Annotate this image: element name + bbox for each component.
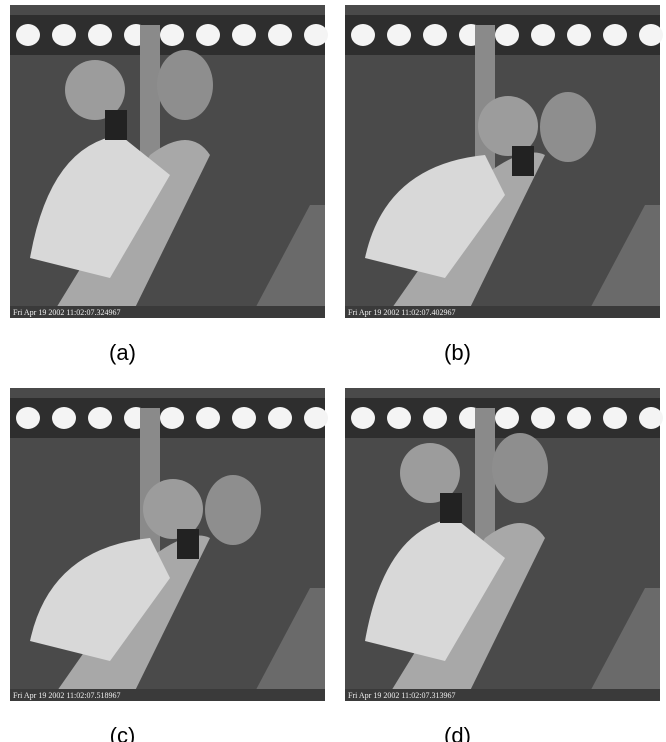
light <box>351 24 375 46</box>
light <box>639 407 663 429</box>
timestamp: Fri Apr 19 2002 11:02:07.313967 <box>348 691 455 700</box>
headrest <box>157 50 213 120</box>
light <box>52 24 76 46</box>
light <box>387 407 411 429</box>
light <box>52 407 76 429</box>
panel-label: (d) <box>444 723 471 742</box>
light <box>88 407 112 429</box>
timestamp: Fri Apr 19 2002 11:02:07.518967 <box>13 691 120 700</box>
light <box>160 24 184 46</box>
timestamp: Fri Apr 19 2002 11:02:07.324967 <box>13 308 120 317</box>
neck <box>177 529 199 559</box>
light <box>495 24 519 46</box>
panel-label: (a) <box>109 340 136 365</box>
light <box>531 407 555 429</box>
headrest <box>492 433 548 503</box>
timestamp: Fri Apr 19 2002 11:02:07.402967 <box>348 308 455 317</box>
panel-label: (c) <box>110 723 136 742</box>
light <box>196 407 220 429</box>
light <box>567 24 591 46</box>
light <box>304 24 328 46</box>
light <box>268 24 292 46</box>
photo: Fri Apr 19 2002 11:02:07.324967 <box>10 5 328 318</box>
light <box>495 407 519 429</box>
light <box>531 24 555 46</box>
light <box>268 407 292 429</box>
light <box>639 24 663 46</box>
light <box>160 407 184 429</box>
neck <box>440 493 462 523</box>
light <box>351 407 375 429</box>
headrest <box>540 92 596 162</box>
panel-label: (b) <box>444 340 471 365</box>
light <box>16 24 40 46</box>
light <box>387 24 411 46</box>
light <box>232 24 256 46</box>
light <box>304 407 328 429</box>
light <box>88 24 112 46</box>
light <box>603 407 627 429</box>
figure: Fri Apr 19 2002 11:02:07.324967 (a) Fri Ap… <box>0 0 666 742</box>
light <box>232 407 256 429</box>
light <box>603 24 627 46</box>
light <box>423 24 447 46</box>
neck <box>512 146 534 176</box>
neck <box>105 110 127 140</box>
light <box>196 24 220 46</box>
photo: Fri Apr 19 2002 11:02:07.313967 <box>345 388 663 701</box>
photo: Fri Apr 19 2002 11:02:07.518967 <box>10 388 328 701</box>
photo: Fri Apr 19 2002 11:02:07.402967 <box>345 5 663 318</box>
light <box>567 407 591 429</box>
headrest <box>205 475 261 545</box>
light <box>16 407 40 429</box>
light <box>423 407 447 429</box>
